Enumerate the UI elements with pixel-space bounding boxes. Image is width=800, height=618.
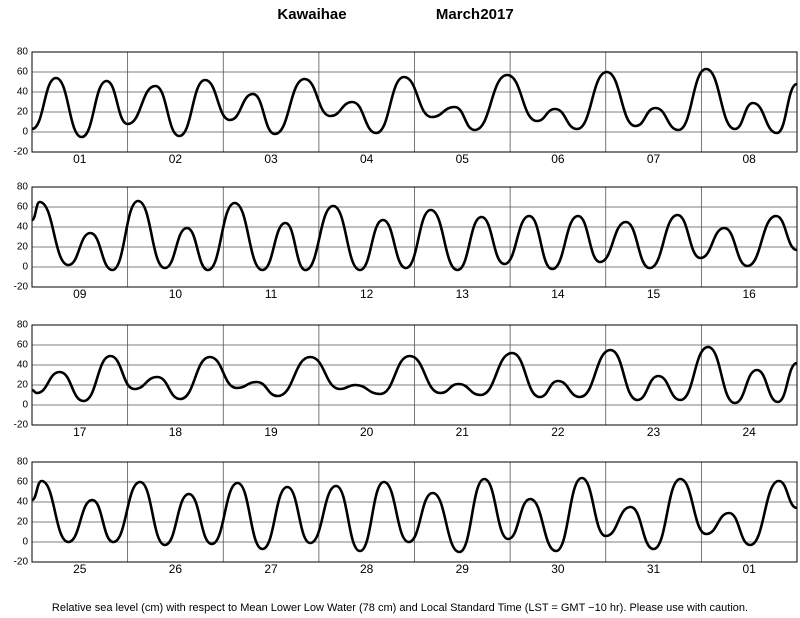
day-label: 20: [360, 425, 374, 439]
day-label: 28: [360, 562, 374, 576]
y-tick-label: 0: [22, 537, 28, 548]
day-label: 15: [647, 287, 661, 301]
y-tick-label: -20: [14, 282, 29, 293]
day-label: 23: [647, 425, 661, 439]
day-label: 19: [264, 425, 278, 439]
day-label: 22: [551, 425, 565, 439]
day-label: 18: [169, 425, 183, 439]
day-label: 21: [456, 425, 470, 439]
day-label: 08: [743, 152, 757, 166]
y-tick-label: 60: [17, 477, 29, 488]
day-label: 11: [265, 287, 278, 301]
y-tick-label: -20: [14, 557, 29, 568]
location: Kawaihae: [277, 6, 346, 23]
day-label: 12: [360, 287, 374, 301]
y-tick-label: 60: [17, 202, 29, 213]
day-label: 01: [73, 152, 87, 166]
footer: Relative sea level (cm) with respect to …: [52, 602, 748, 614]
day-label: 26: [169, 562, 183, 576]
plot-frame: [31, 51, 798, 153]
day-label: 25: [73, 562, 87, 576]
tide-line: [31, 476, 798, 554]
day-label: 24: [743, 425, 757, 439]
plot-frame: [31, 324, 798, 426]
day-label: 01: [743, 562, 757, 576]
y-tick-label: 20: [17, 517, 29, 528]
year: 2017: [480, 6, 513, 23]
day-label: 17: [73, 425, 87, 439]
y-tick-label: 20: [17, 107, 29, 118]
y-tick-label: 40: [17, 497, 29, 508]
day-label: 16: [743, 287, 757, 301]
y-tick-label: 80: [17, 182, 29, 193]
day-label: 05: [456, 152, 470, 166]
day-label: 10: [169, 287, 183, 301]
day-label: 14: [551, 287, 565, 301]
tide-line: [31, 199, 798, 272]
day-label: 09: [73, 287, 87, 301]
y-tick-label: 80: [17, 320, 29, 331]
y-tick-label: 60: [17, 340, 29, 351]
y-tick-label: 20: [17, 242, 29, 253]
day-label: 31: [647, 562, 661, 576]
day-label: 06: [551, 152, 565, 166]
day-label: 30: [551, 562, 565, 576]
y-tick-label: 80: [17, 47, 29, 58]
y-tick-label: 0: [22, 262, 28, 273]
y-tick-label: 80: [17, 457, 29, 468]
y-tick-label: 40: [17, 87, 29, 98]
day-label: 29: [456, 562, 470, 576]
day-label: 07: [647, 152, 661, 166]
y-tick-label: 40: [17, 222, 29, 233]
day-label: 27: [264, 562, 278, 576]
y-tick-label: 60: [17, 67, 29, 78]
y-tick-label: 0: [22, 400, 28, 411]
y-tick-label: 0: [22, 127, 28, 138]
y-tick-label: 40: [17, 360, 29, 371]
day-label: 04: [360, 152, 374, 166]
y-tick-label: -20: [14, 420, 29, 431]
day-label: 13: [456, 287, 470, 301]
y-tick-label: -20: [14, 147, 29, 158]
plot-frame: [31, 186, 798, 288]
y-tick-label: 20: [17, 380, 29, 391]
tide-line: [31, 67, 798, 139]
day-label: 02: [169, 152, 183, 166]
plot-frame: [31, 461, 798, 563]
month: March: [436, 6, 480, 23]
day-label: 03: [264, 152, 278, 166]
tide-line: [31, 345, 798, 405]
